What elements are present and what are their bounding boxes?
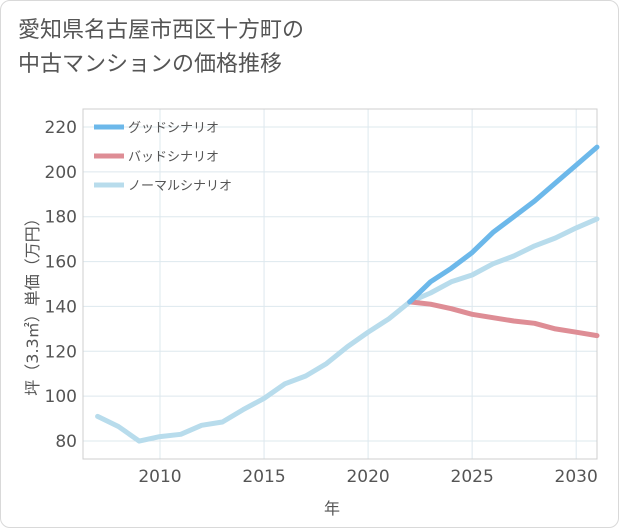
series-line-2 xyxy=(95,216,600,444)
y-tick-labels: 80 100 120 140 160 180 200 220 xyxy=(45,118,77,452)
x-tick-2025: 2025 xyxy=(451,467,494,487)
y-tick-160: 160 xyxy=(45,253,77,273)
legend-label-1: バッドシナリオ xyxy=(128,150,219,165)
y-tick-200: 200 xyxy=(45,163,77,183)
x-tick-2030: 2030 xyxy=(555,467,598,487)
series-line-1 xyxy=(407,299,600,339)
y-tick-220: 220 xyxy=(45,118,77,138)
series-lines xyxy=(95,144,600,444)
y-tick-180: 180 xyxy=(45,208,77,228)
y-tick-100: 100 xyxy=(45,387,77,407)
x-tick-2010: 2010 xyxy=(138,467,181,487)
legend-label-2: ノーマルシナリオ xyxy=(128,179,232,194)
y-tick-140: 140 xyxy=(45,297,77,317)
y-axis-label: 坪（3.3㎡）単価（万円） xyxy=(23,210,42,395)
plot-area-border xyxy=(82,108,598,460)
legend-label-0: グッドシナリオ xyxy=(128,121,219,136)
x-tick-labels: 2010 2015 2020 2025 2030 xyxy=(138,467,597,487)
y-tick-80: 80 xyxy=(55,432,77,452)
x-tick-2015: 2015 xyxy=(242,467,285,487)
x-tick-2020: 2020 xyxy=(346,467,389,487)
y-tick-120: 120 xyxy=(45,342,77,362)
x-axis-label: 年 xyxy=(324,499,340,518)
series-line-0 xyxy=(407,144,600,305)
chart-title: 愛知県名古屋市西区十方町の 中古マンションの価格推移 xyxy=(18,18,305,77)
